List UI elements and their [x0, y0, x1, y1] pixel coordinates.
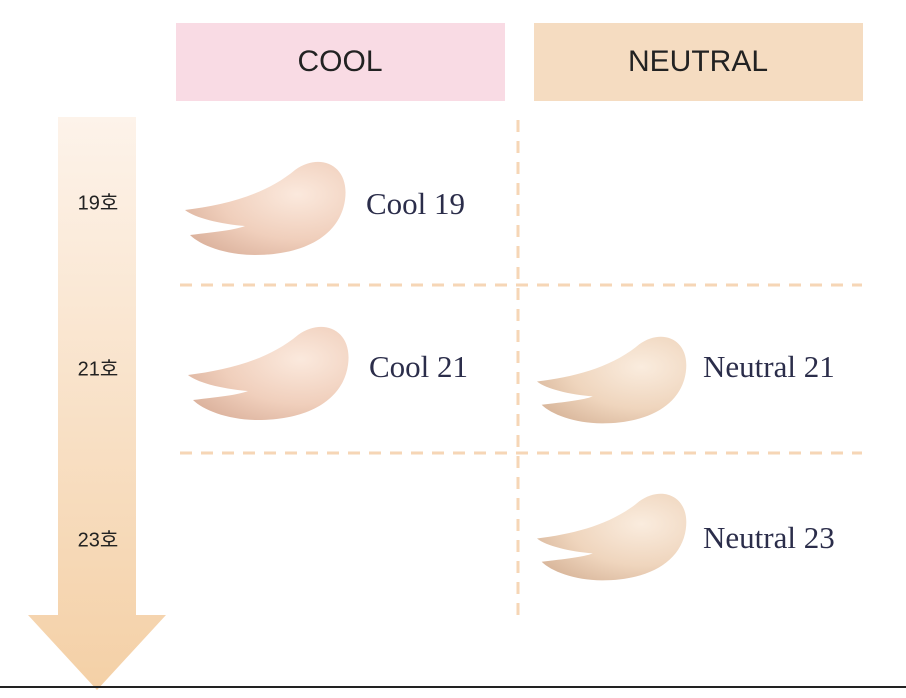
neutral-header: NEUTRAL: [628, 45, 768, 78]
swatch: [537, 336, 687, 424]
shade-label: Cool 21: [369, 349, 468, 384]
cool-header: COOL: [297, 45, 382, 78]
cool-header-bg: [176, 23, 505, 101]
swatch: [185, 161, 346, 255]
swatch: [537, 493, 687, 581]
shade-label: Cool 19: [366, 186, 465, 221]
row-label: 23호: [78, 529, 119, 551]
shade-label: Neutral 23: [703, 520, 835, 555]
row-label: 19호: [78, 192, 119, 214]
shade-arrow: [28, 117, 166, 690]
row-label: 21호: [78, 358, 119, 380]
neutral-header-bg: [534, 23, 863, 101]
swatch: [188, 326, 349, 420]
shade-label: Neutral 21: [703, 349, 835, 384]
